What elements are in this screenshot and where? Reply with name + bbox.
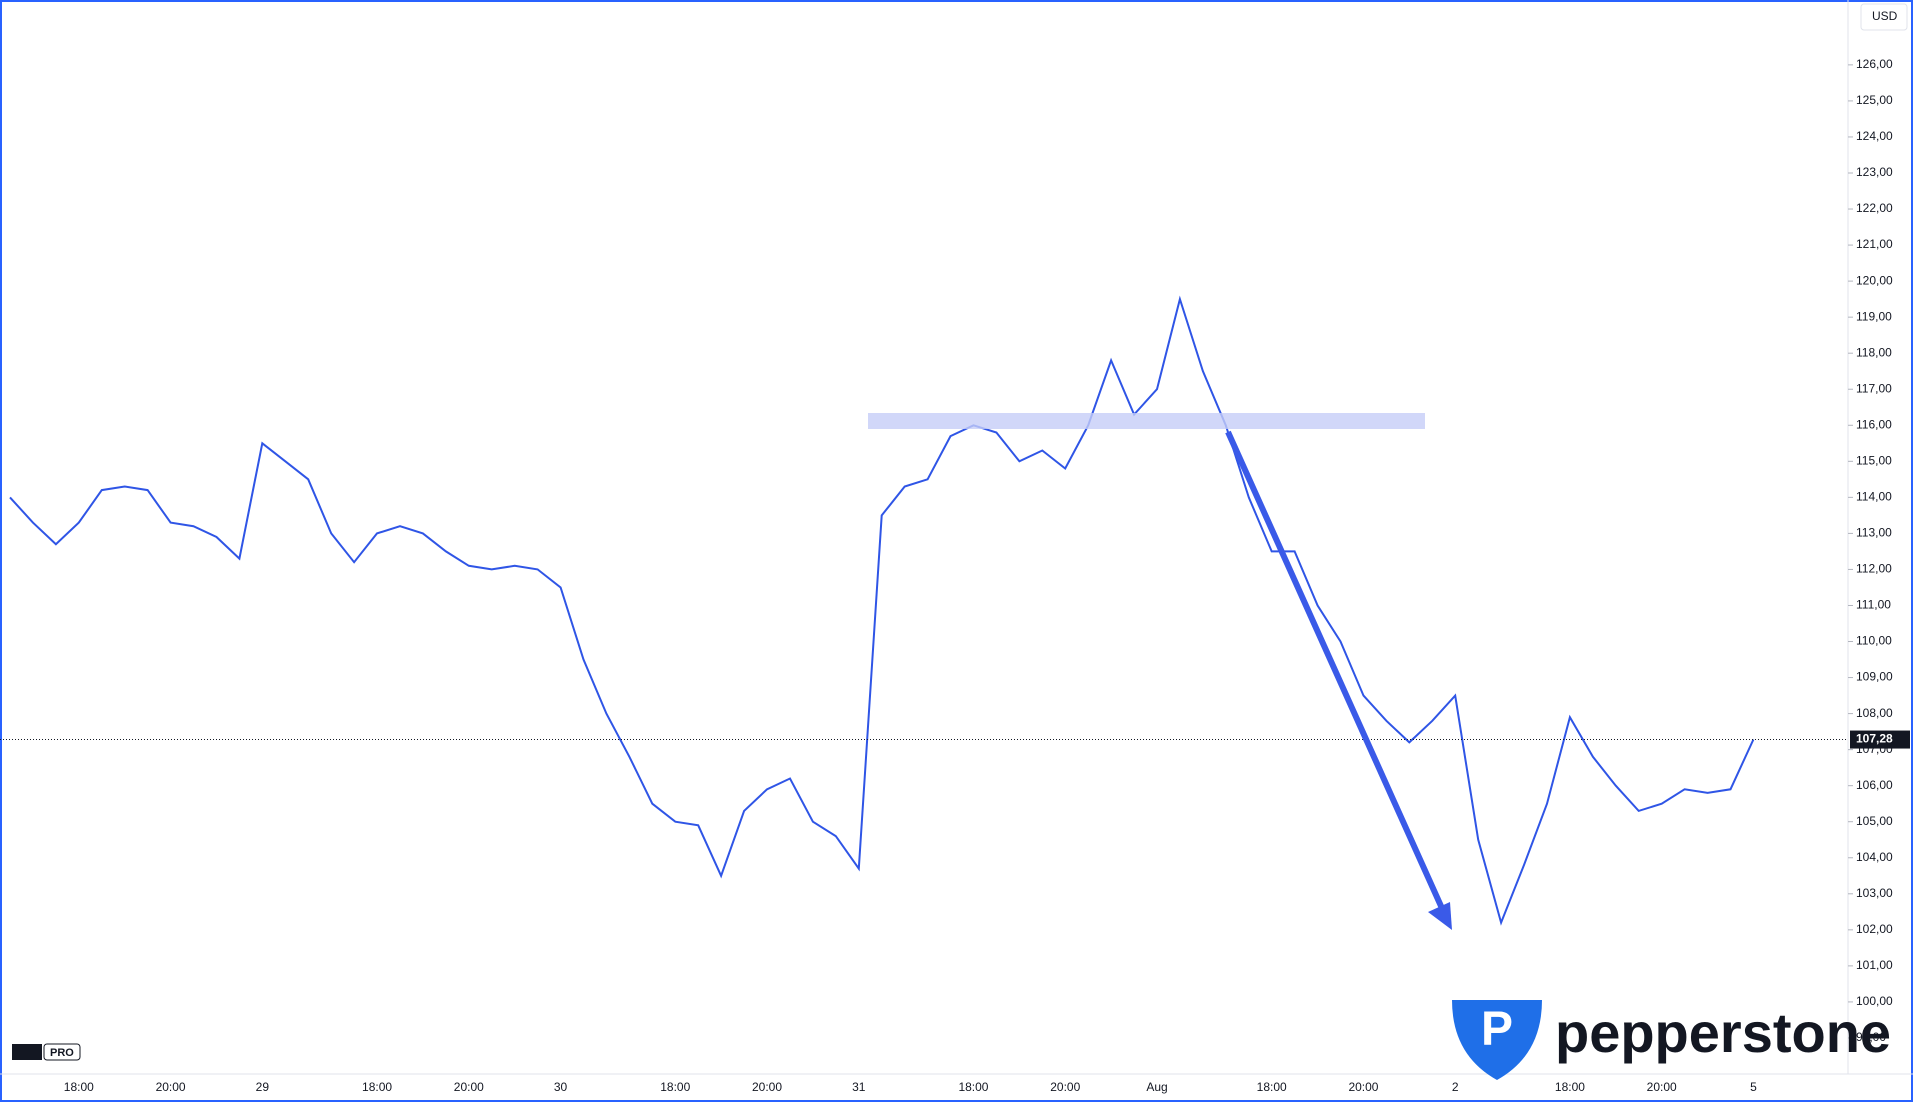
y-tick-label: 103,00 [1856,886,1893,900]
y-tick-label: 109,00 [1856,670,1893,684]
currency[interactable]: USD [1872,9,1898,23]
y-tick-label: 113,00 [1856,526,1892,540]
y-tick-label: 111,00 [1856,598,1891,612]
watermark: pepperstone [1555,1001,1891,1064]
x-tick-label: 18:00 [64,1080,94,1094]
x-tick-label: 5 [1750,1080,1757,1094]
y-tick-label: 121,00 [1856,237,1893,251]
trend-arrow-head [1428,902,1452,930]
x-tick-label: 20:00 [1647,1080,1677,1094]
y-tick-label: 126,00 [1856,57,1893,71]
y-tick-label: 100,00 [1856,994,1893,1008]
tv-logo [12,1044,42,1060]
y-tick-label: 118,00 [1856,345,1892,359]
x-tick-label: 31 [852,1080,866,1094]
x-tick-label: 18:00 [1257,1080,1287,1094]
x-tick-label: 20:00 [156,1080,186,1094]
x-tick-label: 30 [554,1080,568,1094]
x-tick-label: 2 [1452,1080,1459,1094]
y-tick-label: 115,00 [1856,453,1892,467]
currency-box [1860,3,1908,31]
x-tick-label: 18:00 [362,1080,392,1094]
badge-box [43,1043,81,1061]
y-tick-label: 125,00 [1856,93,1893,107]
x-tick-label: 18:00 [660,1080,690,1094]
x-tick-label: 20:00 [454,1080,484,1094]
y-tick-label: 102,00 [1856,922,1893,936]
x-tick-label: 18:00 [1555,1080,1585,1094]
x-tick-label: 20:00 [1348,1080,1378,1094]
last-price-label: 107,28 [1856,732,1893,746]
y-tick-label: 119,00 [1856,309,1892,323]
y-tick-label: 122,00 [1856,201,1893,215]
y-tick-label: 101,00 [1856,958,1893,972]
y-tick-label: 116,00 [1856,417,1892,431]
y-tick-label: 124,00 [1856,129,1893,143]
resistance-zone [868,413,1425,429]
last-price-box [1850,730,1910,749]
y-tick-label: 106,00 [1856,778,1893,792]
y-tick-label: 110,00 [1856,634,1892,648]
y-tick-label: 99,00 [1856,1030,1886,1044]
y-tick-label: 120,00 [1856,273,1893,287]
x-tick-label: 20:00 [752,1080,782,1094]
badge: PRO [50,1047,74,1059]
x-tick-label: 18:00 [958,1080,988,1094]
price-line [9,295,1755,926]
y-tick-label: 104,00 [1856,850,1893,864]
watermark-shield [1452,1000,1542,1080]
watermark-icon: P [1481,1003,1513,1056]
y-tick-label: 108,00 [1856,706,1893,720]
x-tick-label: Aug [1146,1080,1167,1094]
x-tick-label: 20:00 [1050,1080,1080,1094]
x-tick-label: 29 [256,1080,270,1094]
y-tick-label: 123,00 [1856,165,1893,179]
y-tick-label: 105,00 [1856,814,1893,828]
y-tick-label: 117,00 [1856,381,1892,395]
y-tick-label: 114,00 [1856,490,1892,504]
y-tick-label: 112,00 [1856,562,1892,576]
trend-arrow [1225,430,1448,917]
